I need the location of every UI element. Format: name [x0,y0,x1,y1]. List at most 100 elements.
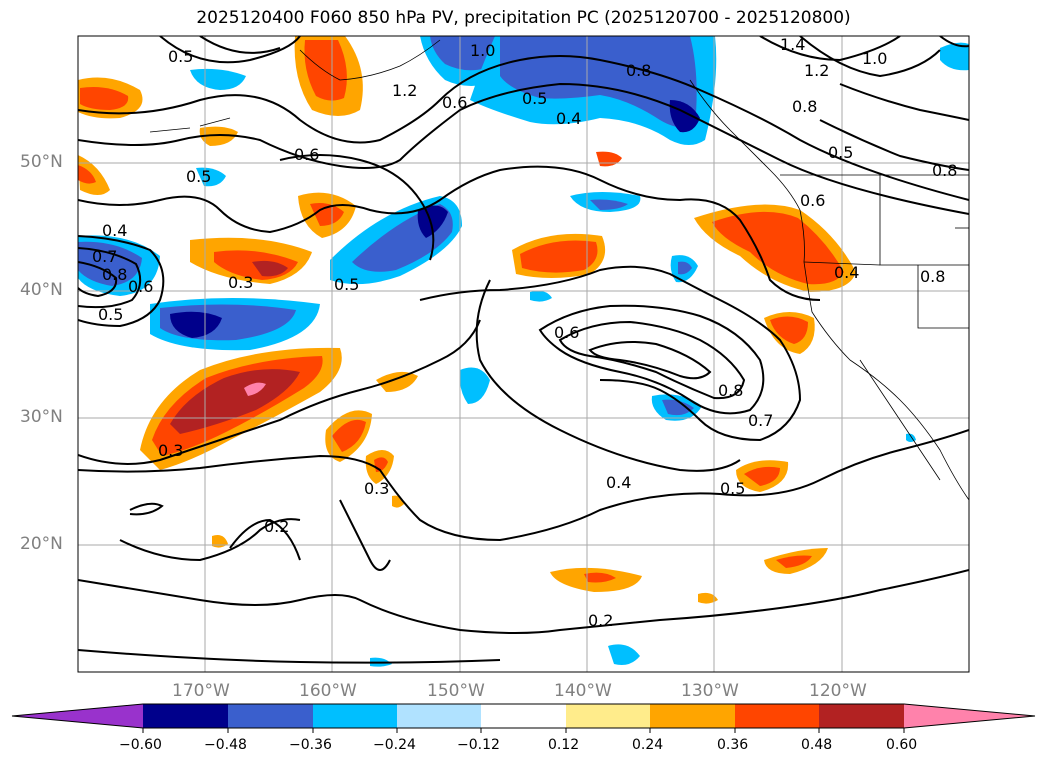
contour-label: 0.5 [334,275,359,294]
precip-blob [744,466,780,486]
colorbar-segment [397,704,481,728]
colorbar-segment [735,704,819,728]
precip-blob [376,371,418,392]
precip-blob [196,167,226,187]
contour-label: 0.5 [720,479,745,498]
lon-label-150w: 150°W [427,681,485,701]
lat-label-30n: 30°N [20,407,63,427]
contour-label: 0.8 [626,61,651,80]
contour-label: 0.6 [442,93,467,112]
contour-label: 0.4 [102,221,127,240]
precip-blob [520,240,598,273]
colorbar-segment [566,704,650,728]
colorbar-tick-label: 0.24 [632,737,664,753]
precip-blob [78,155,110,195]
contour-label: 0.5 [186,167,211,186]
colorbar-segment [819,704,904,728]
contour-label: 0.5 [522,89,547,108]
colorbar-segment [143,704,228,728]
precip-blob [776,555,812,568]
lon-label-120w: 120°W [809,681,867,701]
colorbar-tick-label: 0.60 [886,737,918,753]
bc-coast [689,79,801,211]
precip-blob [596,151,622,167]
precip-shading [78,36,969,667]
precip-blob [199,126,238,146]
contour-label: 0.4 [556,109,581,128]
precip-blob [770,316,808,344]
precip-blob [78,165,96,184]
precip-blob [459,367,490,404]
contour-label: 0.8 [920,267,945,286]
colorbar-segment [228,704,313,728]
precip-blob [252,260,288,277]
contour-label: 0.5 [168,47,193,66]
precip-blob [310,203,344,226]
contour-label: 1.2 [392,81,417,100]
contour-label: 0.2 [588,611,613,630]
gridlines [78,36,969,672]
state-border [917,265,969,329]
baja-coast [859,359,941,481]
contour-label: 0.7 [92,247,117,266]
contour-label: 0.6 [800,191,825,210]
precip-blob [212,535,228,548]
colorbar-tick-label: 0.36 [717,737,749,753]
contour-label: 1.4 [780,35,805,54]
contour-label: 0.6 [294,145,319,164]
lon-label-170w: 170°W [172,681,230,701]
aleutian-islands [149,117,231,133]
precip-blob [584,572,616,583]
contour-label: 0.4 [606,473,631,492]
colorbar-tick-label: −0.36 [289,737,332,753]
colorbar-tick-label: −0.24 [373,737,416,753]
precip-blob [500,36,697,128]
colorbar [11,703,1036,733]
contour-label: 0.7 [748,411,773,430]
colorbar-tick-label: 0.48 [801,737,833,753]
contour-label: 0.2 [264,517,289,536]
colorbar-tick-label: 0.12 [548,737,580,753]
lon-label-140w: 140°W [554,681,612,701]
colorbar-segment [650,704,735,728]
contour-label: 0.8 [792,97,817,116]
state-border [803,261,881,266]
precip-blob [590,199,628,210]
contour-label: 1.0 [470,41,495,60]
alaska-coast [299,39,441,81]
contour-label: 1.0 [862,49,887,68]
lat-label-50n: 50°N [20,152,63,172]
contour-label: 0.8 [932,161,957,180]
precip-blob [332,419,366,452]
contour-label: 0.5 [828,143,853,162]
colorbar-tick-label: −0.12 [457,737,500,753]
map-frame [77,35,970,673]
precip-blob [678,261,692,275]
contour-label: 0.5 [98,305,123,324]
map-title: 2025120400 F060 850 hPa PV, precipitatio… [196,8,851,28]
precip-blob [712,211,844,285]
precip-blob [530,290,552,302]
precip-blob [170,311,222,338]
precip-blob [190,68,246,90]
coastlines [149,39,969,501]
precip-blob [244,382,266,396]
contour-labels: 0.5 1.0 0.6 0.5 0.4 1.2 1.4 1.2 1.0 0.8 … [92,35,957,630]
precip-blob [80,87,129,110]
colorbar-segment [313,704,397,728]
lon-label-160w: 160°W [299,681,357,701]
pv-contours [78,36,969,664]
precip-blob [698,592,718,604]
colorbar-tick-label: −0.60 [119,737,162,753]
colorbar-extend-max [904,704,1035,728]
contour-label: 0.6 [128,277,153,296]
precip-blob [417,205,448,238]
precip-blob [430,36,497,71]
lat-label-40n: 40°N [20,280,63,300]
precip-blob [662,399,694,416]
lat-label-20n: 20°N [20,534,63,554]
colorbar-segment [481,704,566,728]
contour-label: 0.3 [228,273,253,292]
contour-label: 0.3 [364,479,389,498]
